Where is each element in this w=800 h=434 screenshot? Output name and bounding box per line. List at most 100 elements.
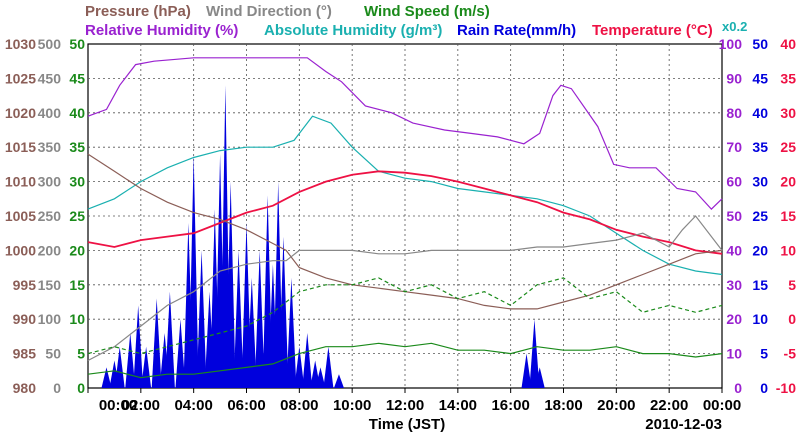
date-label: 2010-12-03 [645, 416, 722, 433]
temperature-tick-label: 25 [780, 139, 796, 155]
wind-direction-tick-label: 400 [38, 105, 62, 121]
relative-humidity-line [87, 57, 723, 210]
x-tick-label: 08:00 [280, 397, 318, 414]
relative-humidity-tick-label: 70 [726, 139, 742, 155]
rain-rate-bar [278, 236, 289, 388]
wind-direction-tick-label: 100 [38, 311, 62, 327]
x-tick-label: 04:00 [174, 397, 212, 414]
wind-direction-line [87, 215, 723, 362]
wind-speed-tick-label: 40 [69, 105, 85, 121]
rain-rate-tick-label: 5 [760, 346, 768, 362]
pressure-tick-label: 985 [13, 346, 37, 362]
rain-rate-bar [286, 277, 297, 388]
rain-rate-bar [101, 367, 112, 388]
rain-rate-tick-label: 15 [752, 277, 768, 293]
rain-rate-bar [333, 374, 344, 388]
legend-row-2: Relative Humidity (%) Absolute Humidity … [85, 22, 713, 39]
wind-speed-tick-label: 25 [69, 208, 85, 224]
rain-rate-bar [151, 298, 162, 388]
wind-speed-tick-label: 30 [69, 174, 85, 190]
legend-rain-rate: Rain Rate(mm/h) [457, 22, 576, 39]
rain-rate-tick-label: 30 [752, 174, 768, 190]
rain-rate-bar [315, 367, 326, 388]
rain-rate-tick-label: 45 [752, 70, 768, 86]
wind-direction-tick-label: 250 [38, 208, 62, 224]
x-tick-label: 12:00 [386, 397, 424, 414]
temperature-tick-label: -5 [784, 346, 797, 362]
pressure-tick-label: 1020 [5, 105, 36, 121]
rain-rate-tick-label: 35 [752, 139, 768, 155]
rain-rate-bar [246, 277, 257, 388]
pressure-tick-label: 1010 [5, 174, 36, 190]
rain-rate-tick-label: 0 [760, 380, 768, 396]
temperature-tick-label: 20 [780, 174, 796, 190]
rain-rate-bar [114, 346, 125, 388]
wind-speed-tick-label: 0 [77, 380, 85, 396]
x-tick-label: 14:00 [439, 397, 477, 414]
rain-rate-bar [534, 367, 545, 388]
pressure-tick-label: 990 [13, 311, 37, 327]
absolute-humidity-scale-note: x0.2 [722, 19, 747, 34]
pressure-tick-label: 1000 [5, 242, 36, 258]
temperature-tick-label: 0 [788, 311, 796, 327]
rain-rate-bar [188, 154, 199, 388]
wind-speed-gust-line [87, 277, 723, 355]
x-tick-label: 06:00 [227, 397, 265, 414]
relative-humidity-tick-label: 0 [734, 380, 742, 396]
wind-direction-tick-label: 200 [38, 242, 62, 258]
rain-rate-bar [302, 332, 313, 388]
relative-humidity-tick-label: 30 [726, 277, 742, 293]
x-tick-label: 02:00 [122, 397, 160, 414]
legend-row-1: Pressure (hPa) Wind Direction (°) Wind S… [85, 3, 490, 20]
relative-humidity-tick-label: 80 [726, 105, 742, 121]
wind-direction-tick-label: 350 [38, 139, 62, 155]
x-tick-label: 00:00 [703, 397, 741, 414]
rain-rate-bar [164, 291, 175, 388]
pressure-tick-label: 1005 [5, 208, 36, 224]
relative-humidity-tick-label: 50 [726, 208, 742, 224]
rain-rate-bar [521, 353, 532, 388]
temperature-line [87, 170, 723, 255]
wind-speed-tick-label: 15 [69, 277, 85, 293]
relative-humidity-tick-label: 40 [726, 242, 742, 258]
legend-absolute-humidity: Absolute Humidity (g/m³) [264, 22, 442, 39]
temperature-tick-label: 10 [780, 242, 796, 258]
wind-direction-tick-label: 450 [38, 70, 62, 86]
rain-rate-tick-label: 25 [752, 208, 768, 224]
legend-wind-direction: Wind Direction (°) [206, 3, 332, 20]
relative-humidity-tick-label: 60 [726, 174, 742, 190]
rain-rate-bar [225, 181, 236, 388]
rain-rate-bar [294, 346, 305, 388]
wind-direction-tick-label: 50 [45, 346, 61, 362]
pressure-tick-label: 1015 [5, 139, 36, 155]
pressure-line [87, 153, 723, 310]
pressure-tick-label: 1030 [5, 36, 36, 52]
rain-rate-tick-label: 40 [752, 105, 768, 121]
relative-humidity-tick-label: 100 [719, 36, 743, 52]
rain-rate-tick-label: 10 [752, 311, 768, 327]
wind-direction-tick-label: 150 [38, 277, 62, 293]
wind-speed-tick-label: 20 [69, 242, 85, 258]
wind-speed-tick-label: 50 [69, 36, 85, 52]
rain-rate-bar [233, 250, 244, 388]
wind-speed-tick-label: 35 [69, 139, 85, 155]
x-tick-label: 22:00 [650, 397, 688, 414]
wind-direction-tick-label: 0 [53, 380, 61, 396]
relative-humidity-tick-label: 20 [726, 311, 742, 327]
rain-rate-tick-label: 50 [752, 36, 768, 52]
temperature-tick-label: 30 [780, 105, 796, 121]
left-axes: 1030102510201015101010051000995990985980… [5, 36, 85, 396]
wind-speed-tick-label: 5 [77, 346, 85, 362]
absolute-humidity-x0-2-line [87, 115, 723, 276]
series-lines [87, 57, 723, 379]
rain-rate-tick-label: 20 [752, 242, 768, 258]
temperature-tick-label: 5 [788, 277, 796, 293]
rain-rate-bar [133, 305, 144, 388]
wind-direction-tick-label: 500 [38, 36, 62, 52]
wind-direction-tick-label: 300 [38, 174, 62, 190]
x-tick-label: 00:00 [99, 397, 137, 414]
